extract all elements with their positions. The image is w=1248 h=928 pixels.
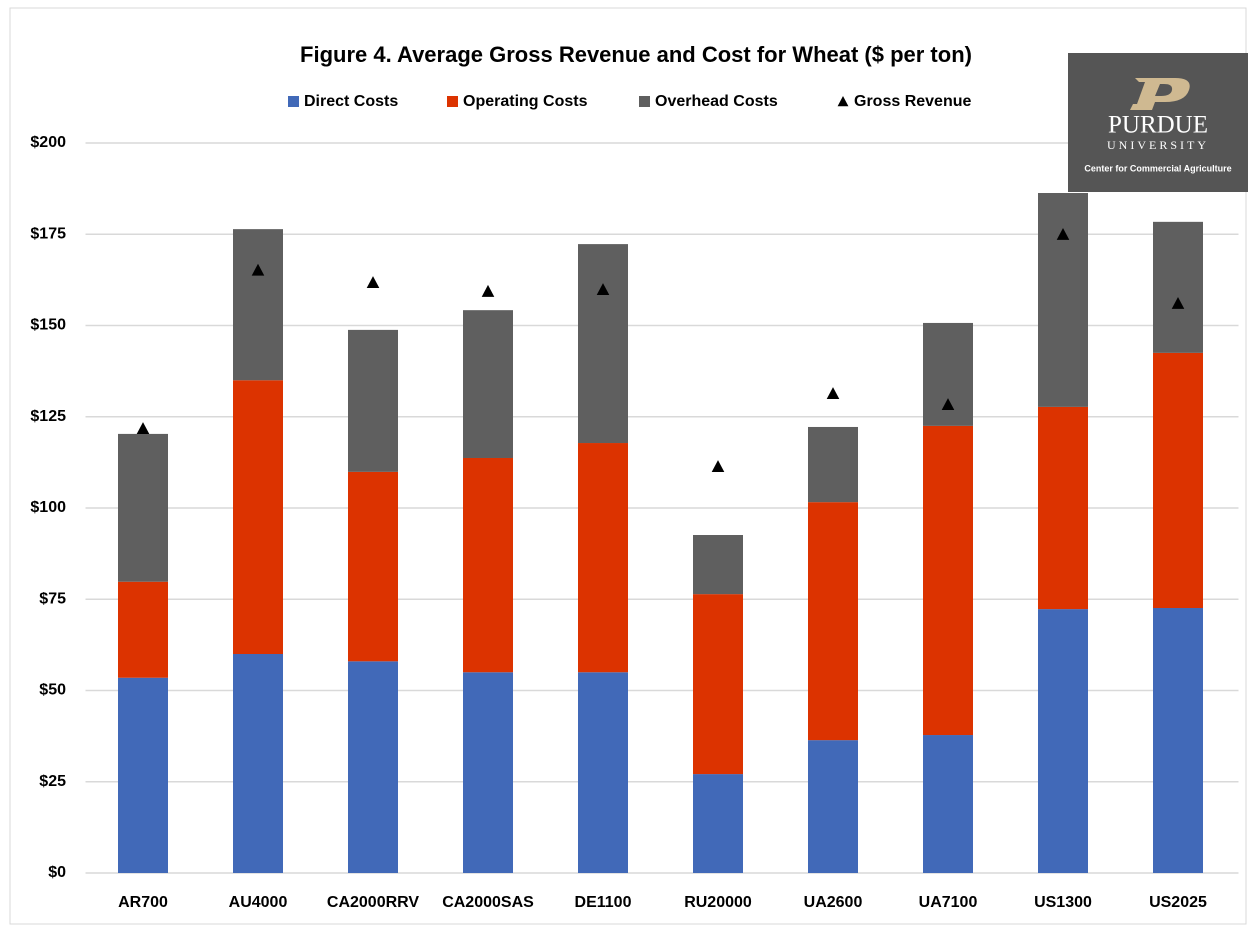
logo-box — [1068, 53, 1248, 192]
x-tick-label: CA2000RRV — [327, 894, 420, 911]
revenue-marker — [251, 263, 265, 276]
bar-segment — [463, 457, 513, 673]
bar-segment — [348, 661, 398, 873]
legend-swatch — [447, 96, 458, 107]
chart-border — [9, 7, 1247, 925]
revenue-marker — [481, 284, 495, 297]
bar-segment — [578, 443, 628, 673]
y-tick-label: $125 — [30, 408, 66, 425]
bar-segment — [348, 471, 398, 662]
x-tick-label: DE1100 — [575, 894, 632, 911]
chart-title: Figure 4. Average Gross Revenue and Cost… — [300, 42, 972, 67]
logo-subname: UNIVERSITY — [1107, 138, 1209, 152]
revenue-marker — [711, 460, 725, 473]
bar-segment — [693, 594, 743, 775]
y-tick-label: $150 — [30, 317, 66, 334]
y-tick-label: $200 — [30, 134, 66, 151]
revenue-marker — [596, 283, 610, 295]
revenue-marker — [1171, 296, 1185, 309]
bar-segment — [578, 672, 628, 873]
y-tick-label: $75 — [39, 590, 66, 607]
legend-label: Operating Costs — [463, 93, 588, 110]
bar-segment — [348, 329, 398, 472]
legend-swatch — [639, 96, 650, 107]
bar-segment — [1153, 221, 1203, 353]
bar-segment — [1038, 193, 1088, 407]
logo-unit: Center for Commercial Agriculture — [1084, 163, 1231, 173]
bar-segment — [1153, 352, 1203, 609]
bar-segment — [808, 740, 858, 873]
logo-name: PURDUE — [1108, 112, 1208, 139]
bar-segment — [1038, 406, 1088, 610]
revenue-marker — [941, 398, 955, 410]
y-tick-label: $175 — [30, 225, 66, 242]
y-tick-label: $100 — [30, 499, 66, 516]
bar-segment — [118, 581, 168, 678]
x-tick-label: US2025 — [1149, 894, 1207, 911]
legend-label: Overhead Costs — [655, 93, 778, 110]
y-tick-label: $0 — [48, 864, 66, 881]
bar-segment — [578, 244, 628, 444]
revenue-marker — [826, 387, 840, 400]
x-tick-label: RU20000 — [684, 894, 752, 911]
bar-segment — [233, 380, 283, 654]
bar-segment — [1153, 608, 1203, 873]
legend-marker — [837, 96, 849, 107]
legend-swatch — [288, 96, 299, 107]
bar-segment — [118, 433, 168, 582]
bar-segment — [233, 229, 283, 381]
x-tick-label: AU4000 — [229, 894, 288, 911]
revenue-marker — [136, 422, 150, 435]
x-tick-label: US1300 — [1034, 894, 1092, 911]
bar-segment — [463, 310, 513, 458]
bar-segment — [463, 672, 513, 873]
bar-segment — [923, 735, 973, 873]
bar-segment — [118, 677, 168, 873]
legend-label: Direct Costs — [304, 93, 398, 110]
bar-segment — [923, 425, 973, 736]
x-tick-label: UA7100 — [919, 894, 978, 911]
x-tick-label: CA2000SAS — [442, 894, 534, 911]
bar-segment — [808, 426, 858, 503]
legend-label: Gross Revenue — [854, 93, 971, 110]
y-tick-label: $50 — [39, 682, 66, 699]
bar-segment — [808, 502, 858, 741]
bar-segment — [693, 774, 743, 873]
logo-icon — [1130, 78, 1190, 110]
bar-segment — [693, 535, 743, 595]
revenue-marker — [366, 276, 380, 289]
bar-segment — [1038, 609, 1088, 873]
x-tick-label: UA2600 — [804, 894, 863, 911]
y-tick-label: $25 — [39, 773, 66, 790]
revenue-marker — [1056, 227, 1070, 240]
bar-segment — [233, 654, 283, 873]
x-tick-label: AR700 — [118, 894, 168, 911]
bar-segment — [923, 322, 973, 426]
